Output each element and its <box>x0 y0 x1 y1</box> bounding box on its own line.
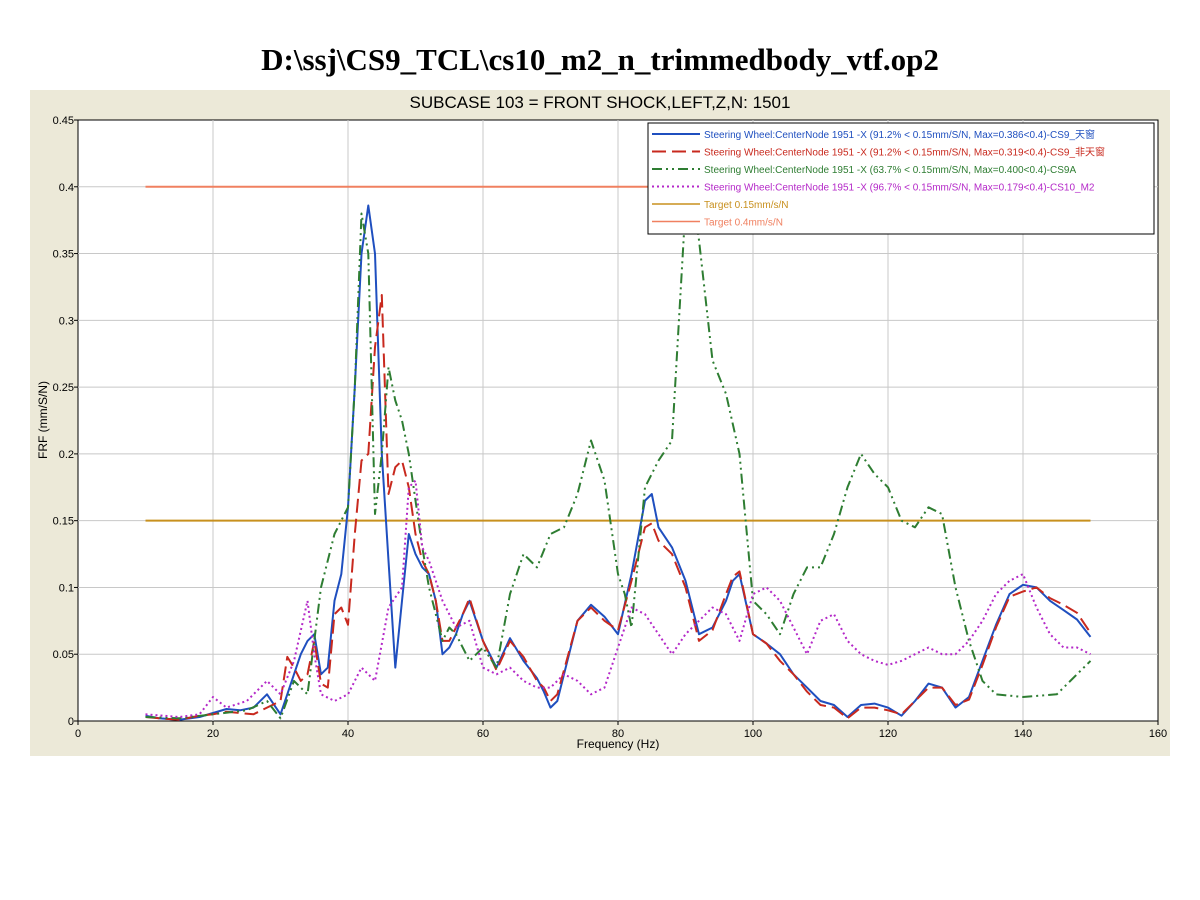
y-tick-label: 0 <box>68 716 74 728</box>
legend-entry: Steering Wheel:CenterNode 1951 -X (96.7%… <box>704 183 1095 194</box>
x-axis-label: Frequency (Hz) <box>577 737 660 751</box>
y-tick-label: 0.1 <box>59 582 74 594</box>
chart-title: SUBCASE 103 = FRONT SHOCK,LEFT,Z,N: 1501 <box>409 93 791 112</box>
y-tick-label: 0.25 <box>53 382 74 394</box>
series-line <box>145 479 1091 718</box>
series-line <box>145 185 1092 720</box>
x-tick-label: 60 <box>477 728 489 740</box>
y-tick-label: 0.2 <box>59 449 74 461</box>
plot-panel: SUBCASE 103 = FRONT SHOCK,LEFT,Z,N: 1501… <box>30 90 1170 756</box>
y-tick-label: 0.45 <box>53 115 74 127</box>
legend-entry: Steering Wheel:CenterNode 1951 -X (91.2%… <box>704 128 1095 141</box>
x-tick-label: 160 <box>1149 728 1167 740</box>
y-tick-label: 0.3 <box>59 315 74 327</box>
legend-entry: Target 0.4mm/s/N <box>704 218 783 229</box>
x-tick-label: 140 <box>1014 728 1032 740</box>
axis-ticks: 0 20 40 60 80 100 120 140 160 0 0.05 0.1 0.15 0.2 0.25… <box>53 115 1168 740</box>
legend-entry: Steering Wheel:CenterNode 1951 -X (63.7%… <box>704 165 1076 176</box>
legend-entry: Steering Wheel:CenterNode 1951 -X (91.2%… <box>704 146 1105 159</box>
y-tick-label: 0.05 <box>53 649 74 661</box>
legend-box <box>647 122 1155 235</box>
series-lines <box>145 185 1092 721</box>
x-tick-label: 0 <box>75 728 81 740</box>
x-tick-label: 120 <box>879 728 897 740</box>
frf-chart: 0 20 40 60 80 100 120 140 160 0 0.05 0.1 0.15 0.2 0.25… <box>36 115 1168 751</box>
legend-entry: Target 0.15mm/s/N <box>704 200 788 211</box>
y-axis-label: FRF (mm/S/N) <box>36 381 50 459</box>
legend: Steering Wheel:CenterNode 1951 -X (91.2%… <box>647 122 1155 235</box>
series-line <box>145 294 1092 721</box>
y-tick-label: 0.35 <box>53 249 74 261</box>
x-tick-label: 100 <box>744 728 762 740</box>
page-title: D:\ssj\CS9_TCL\cs10_m2_n_trimmedbody_vtf… <box>261 42 939 77</box>
x-tick-label: 40 <box>342 728 354 740</box>
y-tick-label: 0.15 <box>53 516 74 528</box>
x-tick-label: 20 <box>207 728 219 740</box>
x-tick-label: 80 <box>612 728 624 740</box>
y-tick-label: 0.4 <box>59 182 74 194</box>
